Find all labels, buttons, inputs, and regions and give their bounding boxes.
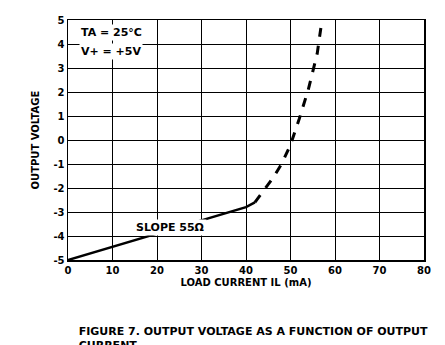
svg-text:SLOPE 55Ω: SLOPE 55Ω (136, 221, 205, 234)
svg-text:10: 10 (106, 265, 120, 276)
svg-text:2: 2 (58, 87, 65, 98)
svg-text:-3: -3 (53, 207, 64, 218)
svg-text:OUTPUT VOLTAGE: OUTPUT VOLTAGE (30, 90, 41, 189)
svg-text:-5: -5 (53, 255, 64, 266)
svg-text:60: 60 (328, 265, 342, 276)
svg-text:-4: -4 (53, 231, 64, 242)
svg-text:40: 40 (239, 265, 253, 276)
svg-text:FIGURE 7. OUTPUT VOLTAGE AS A: FIGURE 7. OUTPUT VOLTAGE AS A FUNCTION O… (79, 325, 428, 345)
svg-text:TA = 25°C: TA = 25°C (81, 26, 142, 39)
svg-text:0: 0 (65, 265, 72, 276)
svg-text:20: 20 (150, 265, 164, 276)
svg-text:1: 1 (58, 111, 65, 122)
svg-text:3: 3 (58, 63, 65, 74)
svg-text:4: 4 (58, 39, 65, 50)
svg-text:V+ = +5V: V+ = +5V (81, 45, 141, 58)
svg-text:70: 70 (373, 265, 387, 276)
svg-text:80: 80 (417, 265, 431, 276)
svg-text:-1: -1 (53, 159, 64, 170)
svg-text:LOAD CURRENT IL (mA): LOAD CURRENT IL (mA) (180, 277, 311, 288)
svg-text:50: 50 (284, 265, 298, 276)
svg-text:30: 30 (195, 265, 209, 276)
svg-text:-2: -2 (53, 183, 64, 194)
svg-text:5: 5 (58, 15, 65, 26)
svg-text:0: 0 (58, 135, 65, 146)
